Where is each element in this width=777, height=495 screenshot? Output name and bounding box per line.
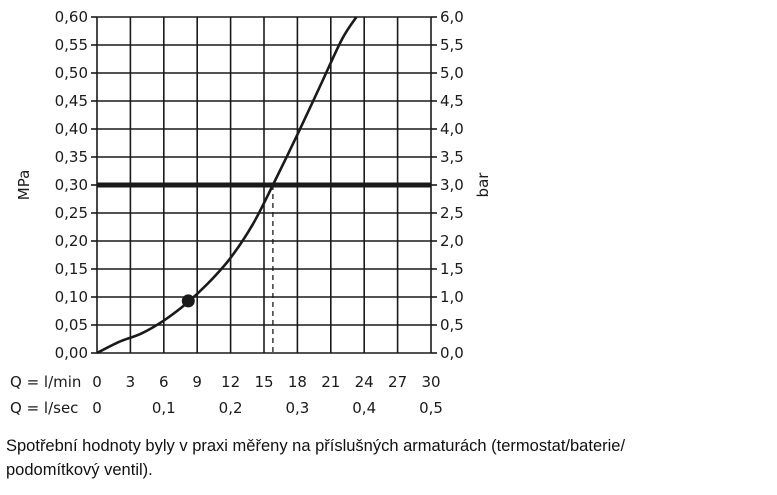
x-lmin-tick-label: 21 xyxy=(321,373,340,391)
pressure-flow-chart: 0,000,050,100,150,200,250,300,350,400,45… xyxy=(0,0,777,430)
right-tick-label: 4,5 xyxy=(440,92,464,110)
left-axis-ticks: 0,00 0,05 0,10 0,15 0,20 0,25 0,30 0,35 0,40 0,45… xyxy=(55,8,97,362)
pressure-curve xyxy=(96,16,358,355)
x-lmin-tick-label: 15 xyxy=(254,373,273,391)
left-tick-label: 0,60 xyxy=(55,8,88,26)
right-tick-label: 6,0 xyxy=(440,8,464,26)
right-axis-title: bar xyxy=(474,172,492,198)
x-axis-lsec-title: Q = l/sec xyxy=(10,399,78,417)
x-axis-lsec-ticks: 0 0,1 0,2 0,3 0,4 0,5 xyxy=(92,399,443,417)
right-tick-label: 3,0 xyxy=(440,176,464,194)
chart-background xyxy=(0,0,777,430)
right-tick-label: 4,0 xyxy=(440,120,464,138)
right-tick-label: 0,0 xyxy=(440,344,464,362)
x-lmin-tick-label: 27 xyxy=(388,373,407,391)
x-lmin-tick-label: 0 xyxy=(92,373,102,391)
x-lmin-tick-label: 3 xyxy=(126,373,136,391)
x-lsec-tick-label: 0,3 xyxy=(285,399,309,417)
right-tick-label: 5,5 xyxy=(440,36,464,54)
right-tick-label: 3,5 xyxy=(440,148,464,166)
left-tick-label: 0,55 xyxy=(55,36,88,54)
caption-line-2: podomítkový ventil). xyxy=(6,461,153,479)
x-lsec-tick-label: 0 xyxy=(92,399,102,417)
left-tick-label: 0,50 xyxy=(55,64,88,82)
caption-line-1: Spotřební hodnoty byly v praxi měřeny na… xyxy=(6,437,626,455)
right-tick-label: 0,5 xyxy=(440,316,464,334)
left-tick-label: 0,20 xyxy=(55,232,88,250)
left-tick-label: 0,05 xyxy=(55,316,88,334)
x-axis-lmin-title: Q = l/min xyxy=(10,373,81,391)
x-lmin-tick-label: 24 xyxy=(355,373,374,391)
operating-point-marker xyxy=(181,294,195,308)
left-tick-label: 0,15 xyxy=(55,260,88,278)
left-tick-label: 0,30 xyxy=(55,176,88,194)
left-tick-label: 0,40 xyxy=(55,120,88,138)
left-tick-label: 0,00 xyxy=(55,344,88,362)
x-axis-lmin-ticks: 0 3 6 9 12 15 18 21 24 27 30 xyxy=(92,373,440,391)
left-tick-label: 0,45 xyxy=(55,92,88,110)
x-lsec-tick-label: 0,2 xyxy=(219,399,243,417)
right-tick-label: 1,5 xyxy=(440,260,464,278)
left-tick-label: 0,25 xyxy=(55,204,88,222)
x-lmin-tick-label: 6 xyxy=(159,373,169,391)
x-lmin-tick-label: 9 xyxy=(192,373,202,391)
right-axis-ticks: 0,0 0,5 1,0 1,5 2,0 2,5 3,0 3,5 4,0 4,5 5,0 5,5 6,0 xyxy=(431,8,464,362)
left-tick-label: 0,35 xyxy=(55,148,88,166)
right-tick-label: 2,5 xyxy=(440,204,464,222)
x-lsec-tick-label: 0,1 xyxy=(152,399,176,417)
x-lsec-tick-label: 0,4 xyxy=(352,399,376,417)
left-axis-title: MPa xyxy=(15,170,33,201)
x-lmin-tick-label: 12 xyxy=(221,373,240,391)
left-tick-label: 0,10 xyxy=(55,288,88,306)
right-tick-label: 5,0 xyxy=(440,64,464,82)
x-lsec-tick-label: 0,5 xyxy=(419,399,443,417)
x-lmin-tick-label: 30 xyxy=(421,373,440,391)
caption: Spotřební hodnoty byly v praxi měřeny na… xyxy=(6,434,772,482)
right-tick-label: 1,0 xyxy=(440,288,464,306)
right-tick-label: 2,0 xyxy=(440,232,464,250)
x-lmin-tick-label: 18 xyxy=(288,373,307,391)
